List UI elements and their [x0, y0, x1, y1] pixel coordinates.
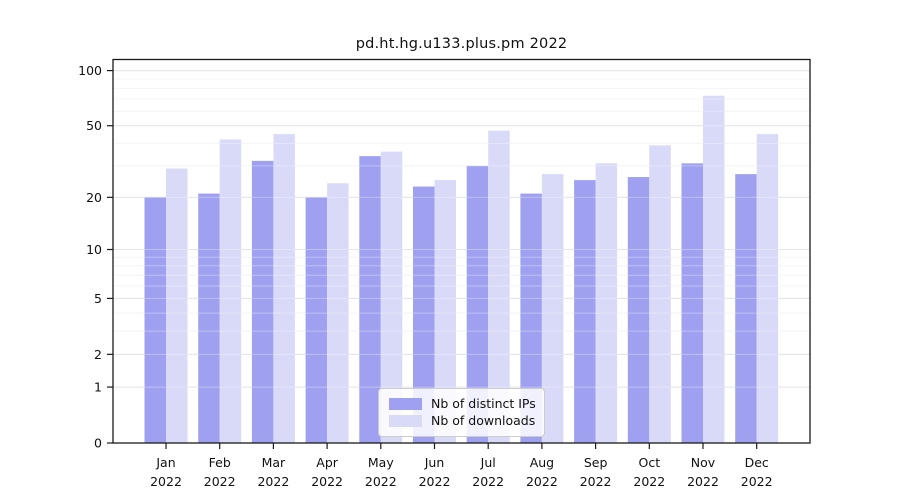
x-tick-label-year: 2022: [311, 474, 343, 489]
x-tick-label-month: Sep: [584, 455, 608, 470]
y-tick-label: 0: [94, 436, 102, 451]
x-tick-label-year: 2022: [687, 474, 719, 489]
y-tick-label: 2: [94, 347, 102, 362]
bar-downloads-may: [380, 151, 403, 443]
y-tick-label: 100: [78, 63, 102, 78]
x-tick-label-month: Jun: [424, 455, 445, 470]
x-tick-label-month: Jan: [155, 455, 175, 470]
bar-distinct-ips-jul: [466, 165, 489, 443]
bar-downloads-aug: [541, 174, 564, 443]
x-tick-label-year: 2022: [472, 474, 504, 489]
y-tick-label: 5: [94, 291, 102, 306]
x-tick-label-month: Aug: [530, 455, 554, 470]
x-tick-label-year: 2022: [257, 474, 289, 489]
bar-downloads-feb: [219, 139, 242, 443]
y-tick-label: 20: [86, 190, 102, 205]
bar-downloads-mar: [273, 134, 295, 443]
x-tick-label-month: Nov: [691, 455, 716, 470]
bar-downloads-nov: [703, 95, 725, 443]
y-tick-label: 10: [86, 242, 102, 257]
chart-title: pd.ht.hg.u133.plus.pm 2022: [355, 36, 568, 52]
bar-downloads-sep: [595, 163, 618, 443]
bar-distinct-ips-jun: [413, 186, 435, 443]
x-tick-label-year: 2022: [419, 474, 451, 489]
bar-distinct-ips-may: [359, 156, 381, 443]
bar-distinct-ips-dec: [735, 174, 757, 443]
y-tick-label: 1: [94, 380, 102, 395]
bar-distinct-ips-aug: [520, 193, 542, 443]
x-tick-label-year: 2022: [741, 474, 773, 489]
x-tick-label-year: 2022: [365, 474, 397, 489]
bar-distinct-ips-jan: [144, 197, 166, 443]
bar-downloads-jul: [488, 130, 510, 444]
bar-distinct-ips-sep: [574, 180, 596, 443]
x-tick-label-month: Jul: [480, 455, 496, 470]
x-tick-label-month: Mar: [262, 455, 286, 470]
x-tick-label-month: Oct: [638, 455, 660, 470]
bar-distinct-ips-mar: [251, 160, 274, 443]
bar-downloads-jan: [166, 168, 188, 443]
legend-item-downloads: Nb of downloads: [389, 412, 536, 429]
legend-swatch-downloads: [389, 414, 422, 427]
legend-swatch-distinct-ips: [389, 397, 422, 410]
bar-distinct-ips-nov: [681, 163, 703, 443]
bar-downloads-jun: [434, 180, 456, 443]
legend-label-distinct-ips: Nb of distinct IPs: [431, 396, 536, 411]
legend-item-distinct-ips: Nb of distinct IPs: [389, 395, 536, 412]
x-tick-label-year: 2022: [526, 474, 558, 489]
legend: Nb of distinct IPs Nb of downloads: [378, 388, 545, 437]
x-tick-label-month: May: [368, 455, 394, 470]
y-tick-label: 50: [86, 118, 102, 133]
bar-downloads-dec: [756, 134, 779, 443]
x-tick-label-year: 2022: [580, 474, 612, 489]
bar-distinct-ips-apr: [305, 197, 328, 443]
x-tick-label-year: 2022: [150, 474, 182, 489]
x-tick-label-month: Apr: [316, 455, 338, 470]
bar-downloads-oct: [649, 145, 671, 443]
bar-distinct-ips-feb: [198, 193, 220, 443]
x-tick-label-month: Feb: [209, 455, 231, 470]
legend-label-downloads: Nb of downloads: [431, 413, 536, 428]
plot-border: [112, 58, 811, 444]
bar-downloads-apr: [327, 183, 349, 443]
bar-distinct-ips-oct: [627, 177, 650, 443]
x-tick-label-year: 2022: [204, 474, 236, 489]
x-tick-label-month: Dec: [745, 455, 769, 470]
x-tick-label-year: 2022: [633, 474, 665, 489]
